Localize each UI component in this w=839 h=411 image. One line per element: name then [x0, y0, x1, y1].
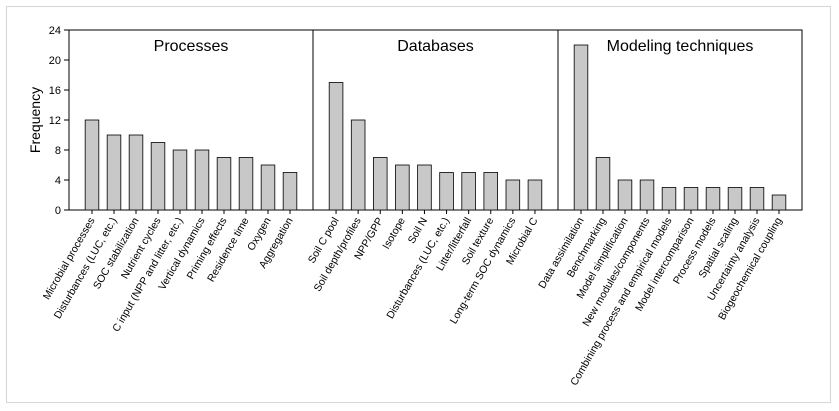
y-tick-label: 24 — [49, 25, 61, 37]
bar — [461, 172, 476, 211]
bar — [216, 157, 232, 211]
bar — [172, 149, 188, 211]
bar — [350, 119, 366, 211]
bar — [505, 179, 521, 211]
bar — [417, 164, 432, 211]
y-tick-label: 16 — [49, 85, 61, 97]
bar — [372, 157, 388, 211]
panel-title: Processes — [154, 38, 229, 55]
y-axis-ticks: 0 4 8 12 16 20 24 — [49, 25, 69, 217]
bar — [595, 157, 611, 211]
y-tick-label: 4 — [55, 175, 61, 187]
bar — [439, 172, 454, 211]
bar — [617, 179, 633, 211]
panel-title: Modeling techniques — [607, 38, 754, 55]
bar — [395, 164, 410, 211]
bar — [150, 142, 166, 211]
bar — [84, 119, 100, 211]
y-tick-label: 0 — [55, 205, 61, 217]
plot-area-border — [68, 29, 803, 211]
bar — [749, 187, 765, 211]
bar — [527, 179, 543, 211]
panel-title: Databases — [397, 38, 474, 55]
y-axis-label: Frequency — [27, 87, 43, 153]
bar — [238, 157, 254, 211]
bar — [128, 134, 144, 211]
bar — [639, 179, 655, 211]
y-tick-label: 8 — [55, 145, 61, 157]
bar — [483, 172, 499, 211]
y-tick-label: 20 — [49, 55, 61, 67]
bar — [194, 149, 210, 211]
bar — [727, 187, 743, 211]
bar — [705, 187, 721, 211]
bar — [661, 187, 677, 211]
bar — [573, 44, 589, 211]
bar — [260, 164, 276, 211]
bar — [282, 172, 298, 211]
bar — [771, 194, 787, 211]
y-tick-label: 12 — [49, 115, 61, 127]
bar — [328, 82, 344, 211]
bar — [106, 134, 122, 211]
bar — [683, 187, 699, 211]
